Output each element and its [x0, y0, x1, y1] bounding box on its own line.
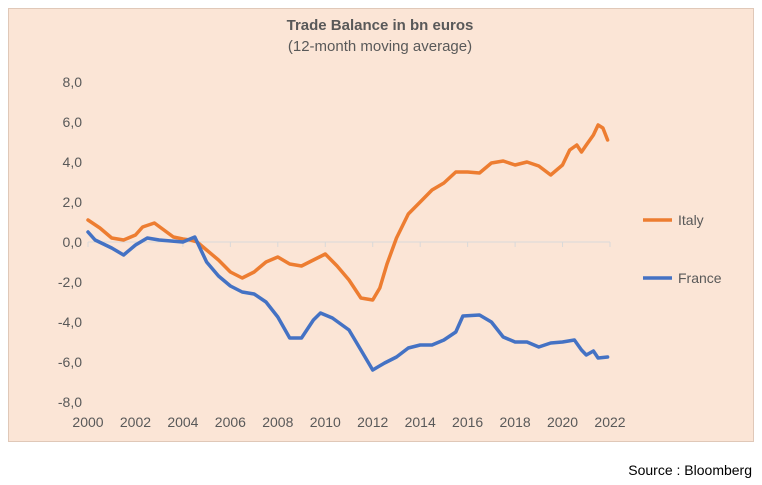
y-tick-label: -8,0	[58, 394, 82, 410]
legend-label-france: France	[678, 270, 722, 286]
x-tick-label: 2000	[72, 414, 103, 430]
chart-subtitle: (12-month moving average)	[288, 38, 472, 55]
x-tick-label: 2004	[167, 414, 198, 430]
y-tick-label: 0,0	[63, 234, 83, 250]
y-tick-label: -4,0	[58, 314, 82, 330]
x-tick-label: 2010	[310, 414, 341, 430]
series-line-france	[86, 230, 610, 372]
x-tick-label: 2014	[405, 414, 436, 430]
x-tick-label: 2020	[547, 414, 578, 430]
y-tick-label: -6,0	[58, 354, 82, 370]
y-tick-label: 6,0	[63, 114, 83, 130]
y-tick-label: 2,0	[63, 194, 83, 210]
y-tick-label: -2,0	[58, 274, 82, 290]
x-tick-label: 2008	[262, 414, 293, 430]
x-tick-label: 2022	[594, 414, 625, 430]
source-note: Source : Bloomberg	[628, 462, 752, 478]
x-tick-label: 2012	[357, 414, 388, 430]
x-tick-label: 2002	[120, 414, 151, 430]
x-tick-label: 2016	[452, 414, 483, 430]
legend-label-italy: Italy	[678, 212, 704, 228]
y-tick-label: 8,0	[63, 74, 83, 90]
x-tick-label: 2006	[215, 414, 246, 430]
y-tick-label: 4,0	[63, 154, 83, 170]
series-line-italy	[86, 123, 610, 302]
chart-title: Trade Balance in bn euros	[287, 17, 474, 34]
x-tick-label: 2018	[500, 414, 531, 430]
chart-area	[8, 8, 754, 442]
